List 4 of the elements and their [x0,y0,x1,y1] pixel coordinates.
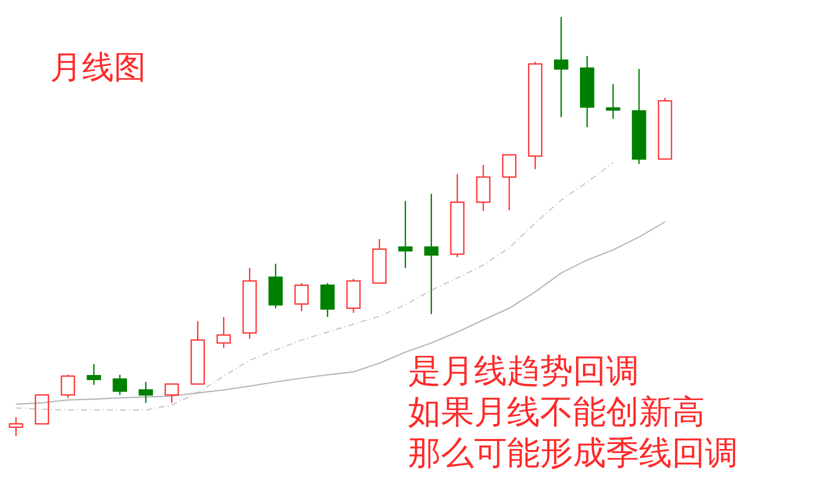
title: 月线图 [50,48,146,86]
annotation: 如果月线不能创新高 [408,392,705,431]
annotation: 是月线趋势回调 [408,351,639,390]
annotation: 那么可能形成季线回调 [408,433,738,472]
